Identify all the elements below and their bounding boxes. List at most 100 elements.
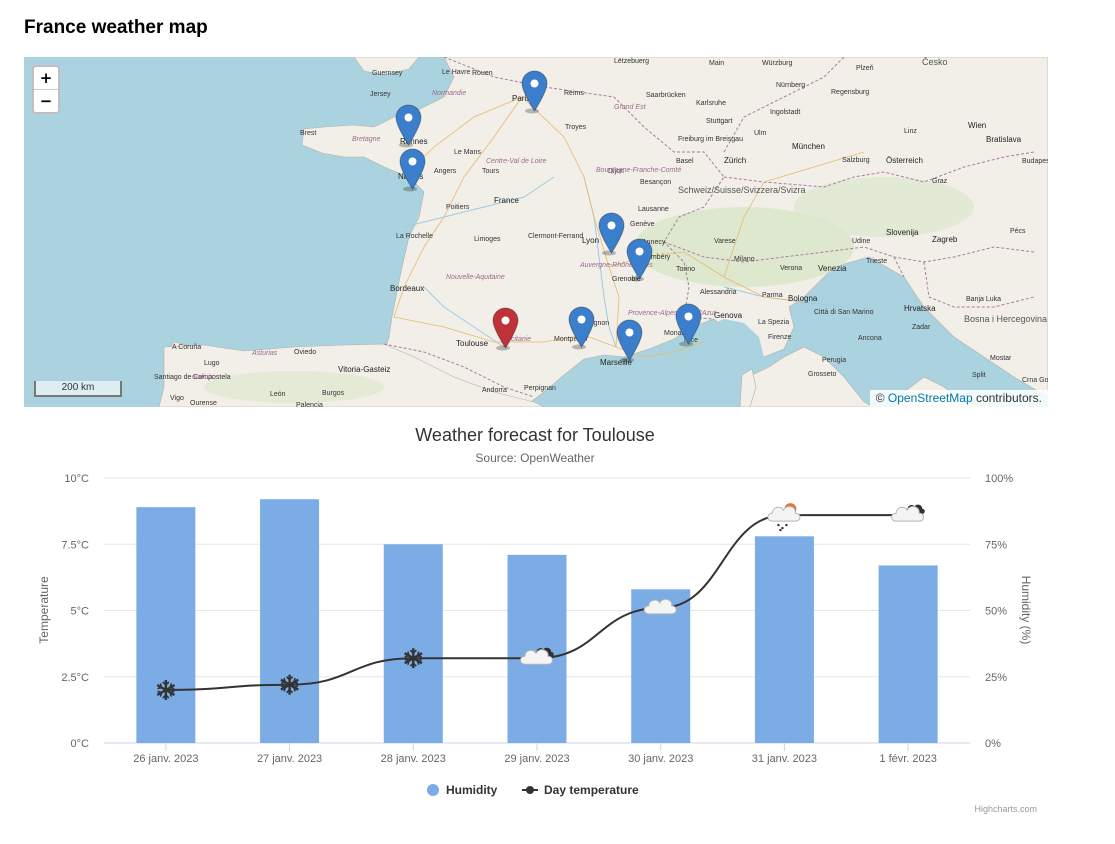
map-label-marseille: Marseille — [600, 358, 633, 367]
map-label-palencia: Palencia — [296, 402, 323, 407]
chart-axes: 0°C 0% 2.5°C 25% 5°C 50% 7.5°C 75% 10°C 100% 26 ja… — [61, 473, 1013, 765]
map-marker-lyon[interactable] — [598, 212, 625, 256]
x-tick-label: 1 févr. 2023 — [879, 753, 937, 765]
map-label-cesko: Česko — [922, 57, 948, 67]
map-label-troyes: Troyes — [565, 124, 587, 131]
y-right-tick-label: 50% — [985, 606, 1007, 618]
map-marker-toulouse[interactable] — [492, 307, 519, 351]
y-right-tick-label: 0% — [985, 738, 1001, 750]
map-label-graz: Graz — [932, 178, 948, 185]
map-tiles[interactable]: Guernsey Jersey Le Havre Rouen Paris Reims Lët… — [24, 57, 1048, 407]
map-label-brest: Brest — [300, 130, 316, 137]
page-title: France weather map — [24, 17, 208, 38]
humidity-bar[interactable] — [136, 507, 196, 743]
zoom-out-button[interactable]: − — [34, 89, 58, 112]
map-label-reims: Reims — [564, 90, 584, 97]
x-tick-label: 27 janv. 2023 — [257, 753, 322, 765]
map-marker-monaco[interactable] — [675, 303, 702, 347]
humidity-bar[interactable] — [383, 544, 443, 743]
map-label-milano: Milano — [734, 256, 755, 263]
map-label-galicia: Galicia — [192, 374, 214, 381]
snow-icon — [404, 648, 423, 669]
map-label-saarbrucken: Saarbrücken — [646, 92, 686, 99]
chart-credits[interactable]: Highcharts.com — [974, 804, 1037, 814]
map-label-banja-luka: Banja Luka — [966, 296, 1001, 303]
map-label-limoges: Limoges — [474, 236, 501, 243]
map-label-la-rochelle: La Rochelle — [396, 233, 433, 240]
legend-item-humidity[interactable]: Humidity — [427, 783, 498, 797]
cloudy-icon — [891, 504, 925, 522]
map-label-budapest: Budapest — [1022, 158, 1048, 165]
legend-temperature-label: Day temperature — [544, 783, 639, 797]
cloudy-icon — [520, 647, 554, 665]
map-label-zurich: Zürich — [724, 156, 746, 165]
map-label-santiago-de-compostela: Santiago de Compostela — [154, 374, 231, 381]
map-label-zagreb: Zagreb — [932, 235, 958, 244]
map-label-guernsey: Guernsey — [372, 70, 403, 77]
humidity-bar[interactable] — [878, 565, 938, 743]
map-label-lausanne: Lausanne — [638, 206, 669, 213]
map-label-geneve: Genève — [630, 221, 655, 228]
map-label-vigo: Vigo — [170, 395, 184, 402]
humidity-bar[interactable] — [260, 499, 320, 743]
map-marker-paris[interactable] — [521, 70, 548, 114]
map-marker-rennes[interactable] — [395, 104, 422, 148]
map-markers-group[interactable] — [395, 70, 702, 363]
humidity-bar[interactable] — [631, 589, 691, 743]
map-marker-montpellier[interactable] — [568, 306, 595, 350]
pyrenees-relief — [204, 371, 384, 403]
weather-chart[interactable]: Weather forecast for Toulouse Source: Op… — [0, 410, 1115, 830]
map-label-munchen: München — [792, 142, 825, 151]
humidity-bars[interactable] — [136, 499, 938, 743]
map-label-main: Main — [709, 60, 724, 67]
map-label-verona: Verona — [780, 265, 802, 272]
road-lines — [393, 96, 865, 358]
humidity-bar[interactable] — [507, 554, 567, 743]
zoom-in-button[interactable]: + — [39, 69, 53, 87]
humidity-bar[interactable] — [754, 536, 814, 743]
alps-east-relief — [794, 177, 974, 237]
map-label-poitiers: Poitiers — [446, 204, 470, 211]
map-labels-group: Guernsey Jersey Le Havre Rouen Paris Reims Lët… — [154, 57, 1048, 407]
map-label-letzebuerg: Lëtzebuerg — [614, 58, 649, 65]
map-label-bourgogne-franche-comte: Bourgogne-Franche-Comté — [596, 167, 681, 174]
map-label-nice: Nice — [684, 337, 698, 344]
map-label-pecs: Pécs — [1010, 228, 1026, 235]
chart-title: Weather forecast for Toulouse — [415, 425, 654, 445]
legend-humidity-label: Humidity — [446, 783, 498, 797]
map-label-ancona: Ancona — [858, 335, 882, 342]
map-label-osterreich: Österreich — [886, 156, 923, 165]
x-tick-label: 30 janv. 2023 — [628, 753, 693, 765]
map-label-lyon: Lyon — [582, 236, 599, 245]
map-label-parma: Parma — [762, 292, 783, 299]
map-label-dijon: Dijon — [608, 168, 624, 175]
map-label-perugia: Perugia — [822, 357, 846, 364]
y-left-tick-label: 7.5°C — [61, 539, 89, 551]
y-right-tick-label: 25% — [985, 672, 1007, 684]
bay-of-biscay — [24, 57, 414, 357]
map-label-a-coruna: A Coruña — [172, 344, 201, 351]
rain-sun-icon — [767, 503, 801, 532]
map-label-provence-alpes-cote-d-azur: Provence-Alpes-Côte d'Azur — [628, 310, 717, 317]
map-label-andorra: Andorra — [482, 387, 507, 394]
map-label-le-mans: Le Mans — [454, 149, 481, 156]
map-label-centre-val-de-loire: Centre-Val de Loire — [486, 158, 547, 165]
weather-map[interactable]: Guernsey Jersey Le Havre Rouen Paris Reims Lët… — [24, 57, 1048, 407]
map-marker-grenoble[interactable] — [626, 238, 653, 282]
map-label-crna-gora: Crna Gora — [1022, 377, 1048, 384]
snow-icon — [156, 680, 176, 700]
legend-item-temperature[interactable]: Day temperature — [522, 783, 639, 797]
map-label-normandie: Normandie — [432, 90, 466, 97]
map-label-france: France — [494, 196, 519, 205]
y-right-tick-label: 75% — [985, 539, 1007, 551]
map-marker-marseille[interactable] — [616, 319, 643, 363]
map-label-salzburg: Salzburg — [842, 157, 870, 164]
osm-link[interactable]: OpenStreetMap — [887, 391, 973, 405]
map-label-zadar: Zadar — [912, 324, 931, 331]
map-label-firenze: Firenze — [768, 334, 791, 341]
y-left-tick-label: 2.5°C — [61, 672, 89, 684]
map-label-rouen: Rouen — [472, 70, 493, 77]
map-label-alessandria: Alessandria — [700, 289, 737, 296]
map-marker-nantes[interactable] — [399, 148, 426, 192]
map-label-trieste: Trieste — [866, 258, 887, 265]
